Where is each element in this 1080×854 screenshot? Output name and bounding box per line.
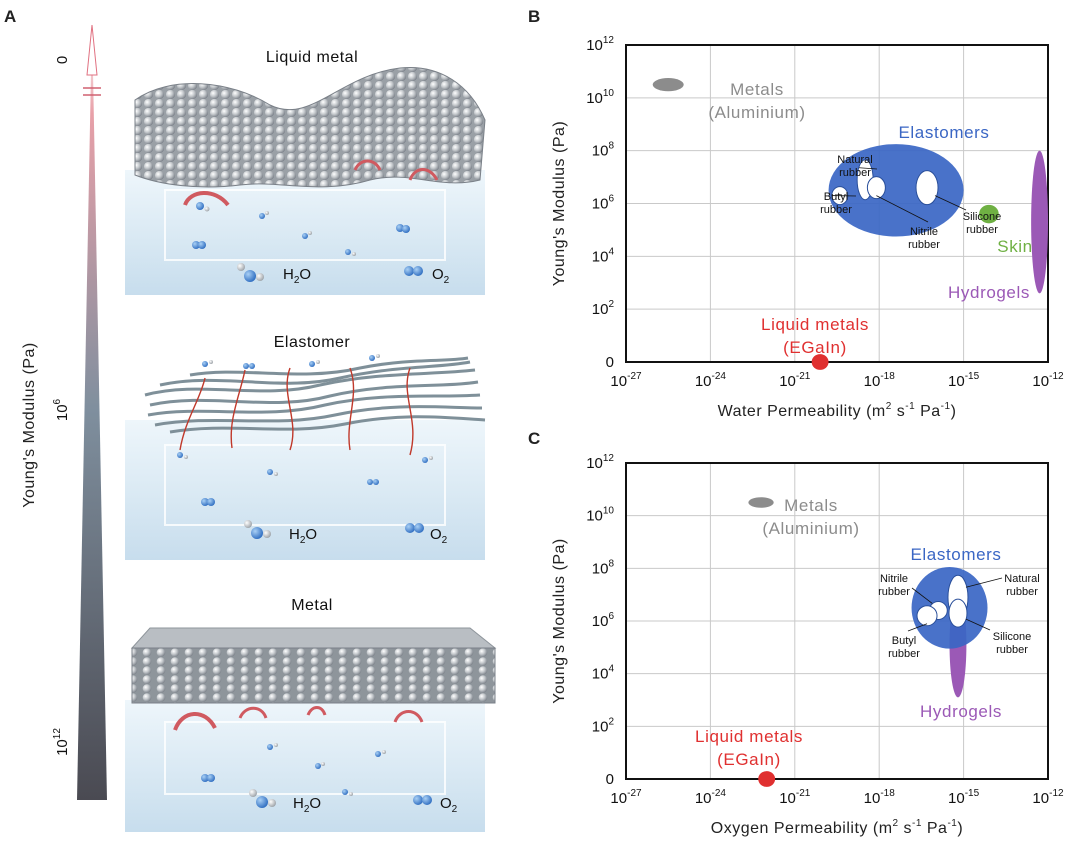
y-tick-label: 108 xyxy=(592,558,615,577)
scale-tick-0: 0 xyxy=(54,56,71,64)
chart-oxygen-permeability: 10-27 10-24 10-21 10-18 10-15 10-12 0 102 104 106… xyxy=(551,453,1064,837)
y-tick-label: 1010 xyxy=(586,506,614,525)
subgroup-butyl xyxy=(917,606,937,626)
x-tick-label: 10-24 xyxy=(695,371,727,390)
subgroup-label: rubber xyxy=(878,586,910,598)
subgroup-label: Nitrile xyxy=(910,226,938,238)
y-tick-label: 0 xyxy=(606,771,614,788)
y-tick-label: 1012 xyxy=(586,35,614,54)
subgroup-label: Natural xyxy=(1004,573,1039,585)
chart-water-permeability: 10-27 10-24 10-21 10-18 10-15 10-12 0 102 104 106… xyxy=(551,35,1064,420)
scale-tick-1e6: 106 xyxy=(52,398,71,421)
scene-title: Liquid metal xyxy=(266,49,358,66)
y-tick-label: 1010 xyxy=(586,88,614,107)
panel-letter-b: B xyxy=(528,7,540,26)
group-label: Skin xyxy=(997,237,1032,256)
group-metals xyxy=(748,497,773,508)
group-label: Liquid metals xyxy=(761,315,869,334)
group-label: Metals xyxy=(730,80,784,99)
x-tick-label: 10-18 xyxy=(864,371,896,390)
svg-text:Young's Modulus (Pa): Young's Modulus (Pa) xyxy=(551,538,568,703)
x-tick-label: 10-12 xyxy=(1032,371,1064,390)
svg-text:Young's Modulus (Pa): Young's Modulus (Pa) xyxy=(551,121,568,286)
group-label: Hydrogels xyxy=(920,702,1002,721)
panel-a: A 0 106 1012 Young's Modulus (Pa) Liquid… xyxy=(4,7,495,832)
x-tick-label: 10-27 xyxy=(610,788,642,807)
group-metals xyxy=(653,78,684,91)
y-tick-label: 102 xyxy=(592,299,615,318)
y-tick-label: 104 xyxy=(592,664,615,683)
x-axis-title: Oxygen Permeability (m2 s-1 Pa-1) xyxy=(711,818,963,837)
subgroup-label: Silicone xyxy=(993,631,1032,643)
group-label: Liquid metals xyxy=(695,727,803,746)
scene-metal: Metal H2O O2 xyxy=(125,597,495,832)
liquid-metal-layer xyxy=(135,68,485,187)
y-tick-label: 108 xyxy=(592,141,615,160)
group-sublabel: (Aluminium) xyxy=(762,519,859,538)
panel-letter-c: C xyxy=(528,429,540,448)
scene-title: Metal xyxy=(291,597,333,614)
group-sublabel: (Aluminium) xyxy=(708,103,805,122)
group-liquid-metals xyxy=(758,771,775,787)
group-label: Hydrogels xyxy=(948,283,1030,302)
subgroup-silicone xyxy=(949,599,967,627)
subgroup-label: rubber xyxy=(996,644,1028,656)
y-tick-label: 0 xyxy=(606,354,614,371)
x-axis-title: Water Permeability (m2 s-1 Pa-1) xyxy=(718,401,957,420)
group-sublabel: (EGaIn) xyxy=(783,338,847,357)
subgroup-label: Nitrile xyxy=(880,573,908,585)
subgroup-silicone xyxy=(916,171,938,205)
subgroup-label: Butyl xyxy=(824,191,848,203)
y-tick-label: 106 xyxy=(592,194,615,213)
scene-liquid-metal: Liquid metal H2O O2 xyxy=(125,49,485,295)
subgroup-label: Natural xyxy=(837,154,872,166)
modulus-scale: 0 106 1012 Young's Modulus (Pa) xyxy=(21,20,107,800)
x-tick-label: 10-15 xyxy=(948,371,980,390)
group-sublabel: (EGaIn) xyxy=(717,750,781,769)
svg-text:0: 0 xyxy=(54,56,71,64)
x-tick-label: 10-12 xyxy=(1032,788,1064,807)
scene-title: Elastomer xyxy=(274,334,351,351)
y-axis-title: Young's Modulus (Pa) xyxy=(551,121,568,286)
subgroup-label: rubber xyxy=(839,167,871,179)
scale-tick-1e12: 1012 xyxy=(52,728,71,756)
scale-title: Young's Modulus (Pa) xyxy=(21,342,38,507)
scale-arrow-head xyxy=(87,25,97,75)
svg-text:106: 106 xyxy=(52,398,71,421)
x-tick-label: 10-24 xyxy=(695,788,727,807)
svg-text:Young's Modulus (Pa): Young's Modulus (Pa) xyxy=(21,342,38,507)
y-tick-label: 106 xyxy=(592,611,615,630)
y-tick-label: 1012 xyxy=(586,453,614,472)
subgroup-label: rubber xyxy=(820,204,852,216)
panel-letter-a: A xyxy=(4,7,16,26)
subgroup-label: Butyl xyxy=(892,635,916,647)
subgroup-label: rubber xyxy=(888,648,920,660)
metal-top xyxy=(132,628,495,648)
subgroup-label: rubber xyxy=(908,239,940,251)
y-axis-title: Young's Modulus (Pa) xyxy=(551,538,568,703)
subgroup-label: Silicone xyxy=(963,211,1002,223)
svg-text:1012: 1012 xyxy=(52,728,71,756)
group-label: Elastomers xyxy=(910,545,1001,564)
x-tick-label: 10-15 xyxy=(948,788,980,807)
subgroup-label: rubber xyxy=(1006,586,1038,598)
subgroup-nitrile xyxy=(867,177,885,199)
x-tick-label: 10-21 xyxy=(779,788,811,807)
x-tick-label: 10-27 xyxy=(610,371,642,390)
y-tick-label: 104 xyxy=(592,246,615,265)
x-tick-label: 10-21 xyxy=(779,371,811,390)
y-tick-label: 102 xyxy=(592,716,615,735)
scene-elastomer: Elastomer xyxy=(125,334,485,560)
group-hydrogels xyxy=(1031,151,1048,294)
group-label: Elastomers xyxy=(898,123,989,142)
metal-lattice xyxy=(132,648,495,703)
x-tick-label: 10-18 xyxy=(864,788,896,807)
subgroup-label: rubber xyxy=(966,224,998,236)
group-label: Metals xyxy=(784,496,838,515)
